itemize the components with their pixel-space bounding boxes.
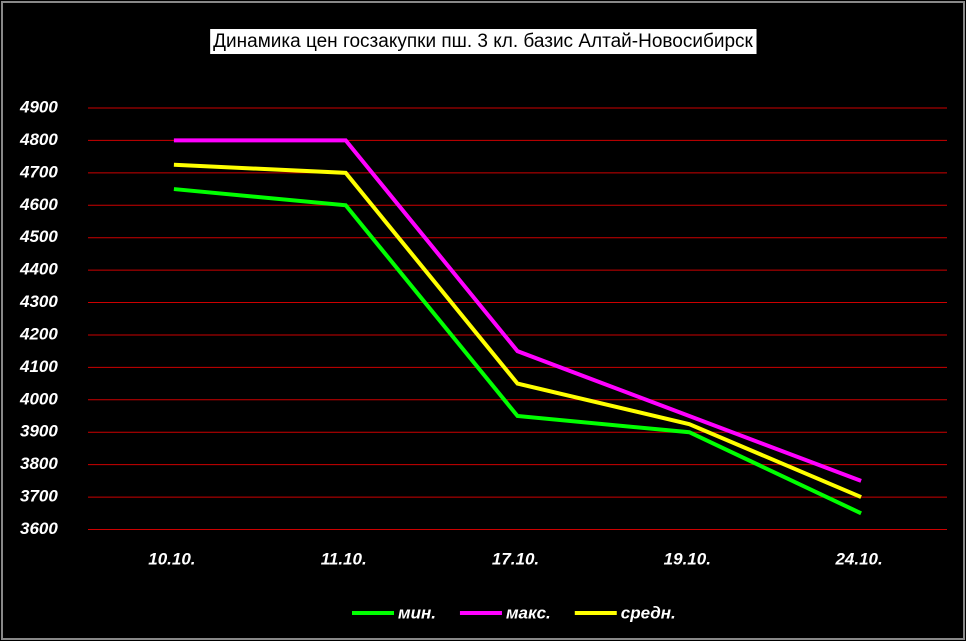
y-tick-label: 4100	[19, 357, 58, 376]
y-tick-label: 4000	[19, 389, 58, 408]
y-tick-label: 4600	[19, 195, 58, 214]
y-tick-label: 3600	[20, 519, 58, 538]
legend-label: макс.	[506, 603, 551, 622]
x-tick-label: 10.10.	[148, 549, 195, 568]
y-tick-label: 4900	[19, 97, 58, 116]
y-tick-label: 3800	[20, 454, 58, 473]
series-line	[173, 138, 862, 483]
x-tick-label: 24.10.	[834, 549, 882, 568]
x-tick-label: 17.10.	[492, 549, 539, 568]
y-tick-label: 3700	[20, 487, 58, 506]
y-tick-label: 4300	[19, 292, 58, 311]
y-tick-label: 4400	[19, 260, 58, 279]
legend-label: средн.	[621, 603, 676, 622]
y-tick-label: 4700	[19, 162, 58, 181]
x-tick-label: 11.10.	[321, 549, 367, 568]
chart-title: Динамика цен госзакупки пш. 3 кл. базис …	[213, 31, 753, 52]
title-background	[210, 29, 757, 55]
x-tick-label: 19.10.	[664, 549, 711, 568]
y-tick-label: 3900	[20, 422, 58, 441]
y-tick-label: 4800	[19, 130, 58, 149]
y-tick-label: 4500	[19, 227, 58, 246]
series-line	[173, 162, 862, 499]
series-line	[173, 187, 862, 516]
legend-label: мин.	[398, 603, 436, 622]
y-tick-label: 4200	[19, 324, 58, 343]
